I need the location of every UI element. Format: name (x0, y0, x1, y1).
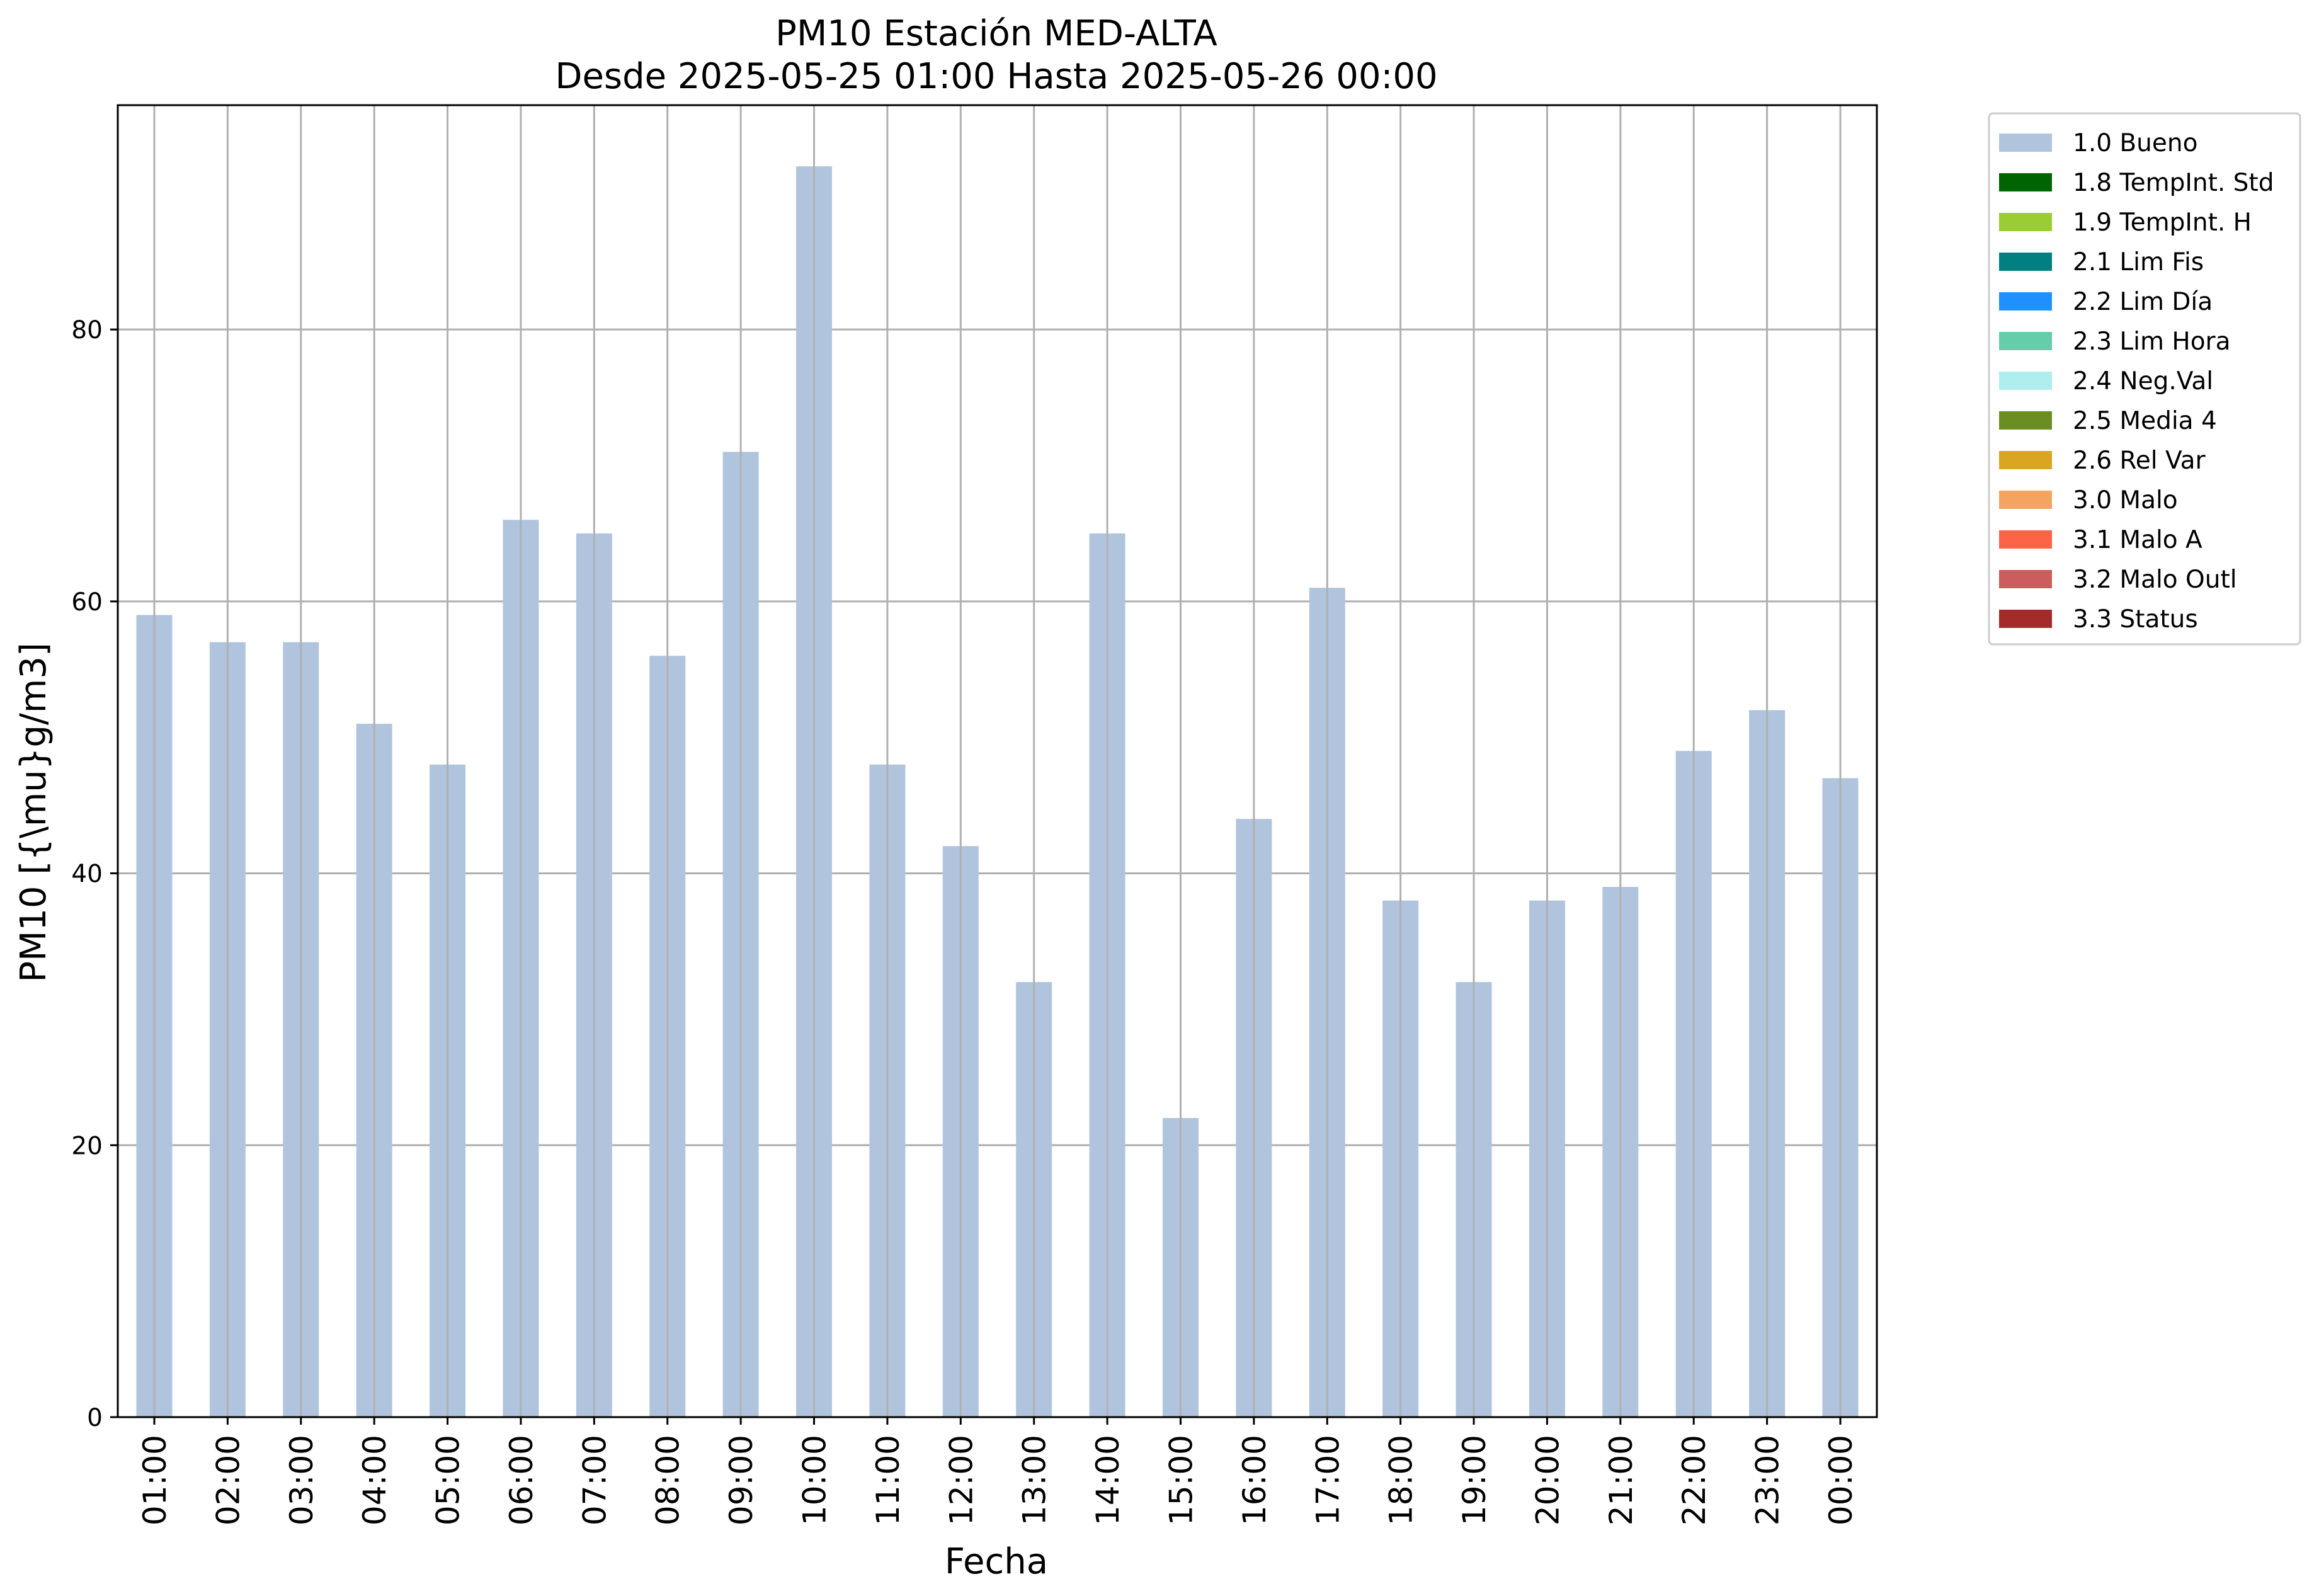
legend-swatch (1999, 411, 2052, 430)
legend-swatch (1999, 173, 2052, 191)
x-gridlines (153, 105, 1842, 1417)
legend-swatch (1999, 134, 2052, 152)
legend-swatch (1999, 491, 2052, 509)
x-tick-label: 09:00 (723, 1435, 760, 1525)
y-tick-label: 40 (71, 860, 103, 889)
x-tick-label: 12:00 (943, 1435, 979, 1525)
legend-swatch (1999, 570, 2052, 588)
legend-swatch (1999, 451, 2052, 469)
chart-subtitle: Desde 2025-05-25 01:00 Hasta 2025-05-26 … (555, 56, 1437, 97)
y-tick-label: 0 (87, 1404, 103, 1432)
x-tick-label: 04:00 (356, 1435, 393, 1525)
legend-entry: 3.1 Malo A (2073, 526, 2202, 554)
legend-entry: 2.6 Rel Var (2073, 447, 2206, 475)
x-tick-label: 08:00 (650, 1435, 687, 1525)
x-tick-label: 00:00 (1823, 1435, 1859, 1525)
y-axis-label: PM10 [{\mu}g/m3] (13, 642, 54, 983)
x-tick-label: 11:00 (870, 1435, 906, 1525)
legend-entry: 1.0 Bueno (2073, 129, 2197, 157)
x-tick-label: 23:00 (1750, 1435, 1786, 1525)
x-tick-label: 14:00 (1090, 1435, 1126, 1525)
legend-entry: 1.9 TempInt. H (2073, 208, 2252, 237)
legend-swatch (1999, 253, 2052, 271)
legend-entry: 1.8 TempInt. Std (2073, 169, 2274, 197)
legend-entry: 3.0 Malo (2073, 486, 2178, 515)
x-tick-label: 03:00 (283, 1435, 320, 1525)
legend-entry: 2.2 Lim Día (2073, 288, 2213, 316)
x-tick-label: 17:00 (1309, 1435, 1346, 1525)
legend-swatch (1999, 292, 2052, 311)
y-tick-label: 80 (71, 316, 103, 345)
x-axis-label: Fecha (945, 1541, 1048, 1582)
x-tick-label: 15:00 (1163, 1435, 1199, 1525)
legend-swatch (1999, 213, 2052, 231)
legend-box (1988, 112, 2301, 646)
x-tick-label: 16:00 (1236, 1435, 1273, 1525)
bars (136, 166, 1859, 1418)
x-axis-ticks: 01:00 02:00 03:00 04:00 05:00 06:00 07:00 08:00… (137, 1417, 1859, 1525)
legend-entry: 2.5 Media 4 (2073, 407, 2217, 435)
legend-entry: 3.3 Status (2073, 605, 2198, 634)
chart-title: PM10 Estación MED-ALTA (775, 13, 1217, 54)
legend-swatch (1999, 530, 2052, 549)
x-tick-label: 20:00 (1529, 1435, 1566, 1525)
legend-swatch (1999, 332, 2052, 350)
x-tick-label: 07:00 (576, 1435, 613, 1525)
legend-entry: 2.4 Neg.Val (2073, 367, 2213, 396)
x-tick-label: 02:00 (210, 1435, 246, 1525)
y-axis-ticks: 0 20 40 60 80 (71, 316, 118, 1432)
x-tick-label: 19:00 (1456, 1435, 1493, 1525)
x-tick-label: 05:00 (430, 1435, 467, 1525)
legend-entry: 2.3 Lim Hora (2073, 328, 2231, 356)
legend-entry: 2.1 Lim Fis (2073, 248, 2204, 276)
x-tick-label: 21:00 (1603, 1435, 1639, 1525)
x-tick-label: 06:00 (503, 1435, 540, 1525)
legend-swatch (1999, 610, 2052, 628)
legend: 1.0 Bueno 1.8 TempInt. Std 1.9 TempInt. H 2… (1988, 112, 2301, 646)
legend-entry: 3.2 Malo Outl (2073, 566, 2237, 594)
y-tick-label: 60 (71, 588, 103, 617)
x-tick-label: 18:00 (1383, 1435, 1420, 1525)
plot-frame (117, 104, 1878, 1418)
x-tick-label: 10:00 (797, 1435, 833, 1525)
x-tick-label: 01:00 (137, 1435, 173, 1525)
x-tick-label: 13:00 (1017, 1435, 1053, 1525)
x-tick-label: 22:00 (1676, 1435, 1712, 1525)
grid (118, 328, 1877, 1146)
y-tick-label: 20 (71, 1132, 103, 1160)
legend-swatch (1999, 372, 2052, 390)
